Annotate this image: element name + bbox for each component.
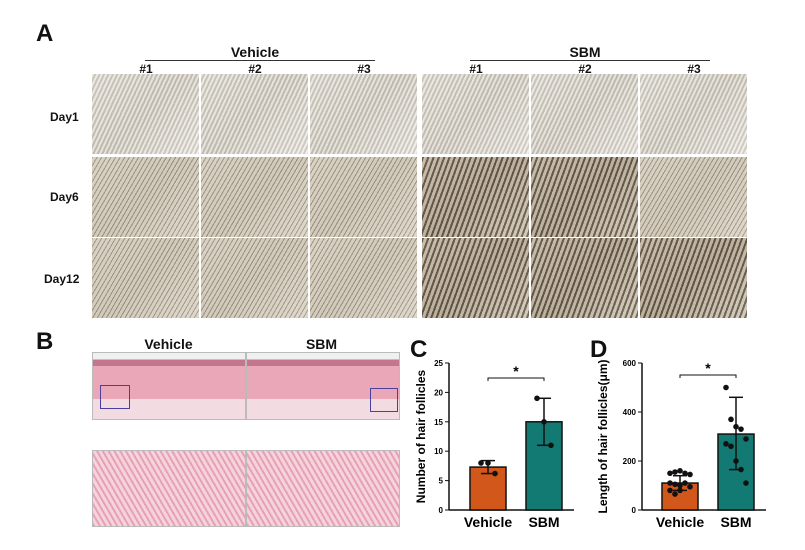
data-point xyxy=(743,480,749,486)
zoom-region-box xyxy=(370,388,398,412)
x-tick-label: Vehicle xyxy=(464,514,512,530)
data-point xyxy=(723,441,729,447)
row-label-day1: Day1 xyxy=(50,110,79,124)
group-header-sbm: SBM xyxy=(569,44,601,60)
skin-photo-sbm-1-day12 xyxy=(422,238,529,318)
data-point xyxy=(728,443,734,450)
column-header: #3 xyxy=(357,62,371,76)
histology-image-vehicle-zoom xyxy=(92,450,246,527)
data-point xyxy=(667,470,673,477)
row-label-day12: Day12 xyxy=(44,272,80,286)
skin-photo-vehicle-2-day6 xyxy=(201,157,308,237)
data-point xyxy=(738,466,744,473)
data-point xyxy=(478,460,484,466)
data-point xyxy=(687,483,693,490)
skin-photo-sbm-2-day12 xyxy=(531,238,638,318)
y-tick-label: 20 xyxy=(434,388,443,397)
skin-photo-sbm-1-day1 xyxy=(422,74,529,154)
column-header: #1 xyxy=(139,62,153,76)
data-point xyxy=(682,480,688,486)
skin-photo-sbm-1-day6 xyxy=(422,157,529,237)
data-point xyxy=(738,426,744,432)
zoom-region-box xyxy=(100,385,130,409)
data-point xyxy=(743,436,749,442)
skin-photo-vehicle-1-day6 xyxy=(92,157,199,237)
significance-bracket xyxy=(679,374,737,378)
skin-photo-sbm-3-day12 xyxy=(640,238,747,318)
data-point xyxy=(687,471,693,478)
x-tick-label: Vehicle xyxy=(656,514,704,530)
row-label-day6: Day6 xyxy=(50,190,79,204)
divider xyxy=(470,60,710,61)
column-header: #3 xyxy=(687,62,701,76)
panel-b-label: B xyxy=(36,328,54,355)
skin-photo-vehicle-2-day1 xyxy=(201,74,308,154)
y-tick-label: 0 xyxy=(439,506,444,515)
data-point xyxy=(534,395,540,402)
panel-c-label: C xyxy=(410,336,428,363)
skin-photo-sbm-3-day6 xyxy=(640,157,747,237)
data-point xyxy=(677,468,683,474)
skin-photo-vehicle-3-day1 xyxy=(310,74,417,154)
y-tick-label: 15 xyxy=(434,418,443,427)
divider xyxy=(145,60,375,61)
y-tick-label: 5 xyxy=(439,477,444,486)
column-header: #2 xyxy=(248,62,262,76)
y-axis-label: Length of hair follicles(μm) xyxy=(596,359,610,513)
data-point xyxy=(733,423,739,430)
histology-header-vehicle: Vehicle xyxy=(144,336,193,352)
data-point xyxy=(728,416,734,423)
data-point xyxy=(677,487,683,494)
significance-bracket xyxy=(487,377,545,381)
y-tick-label: 0 xyxy=(632,506,637,515)
histology-image-sbm-zoom xyxy=(246,450,400,527)
data-point xyxy=(672,491,678,497)
y-tick-label: 10 xyxy=(434,447,443,456)
data-point xyxy=(682,470,688,477)
skin-photo-sbm-2-day6 xyxy=(531,157,638,237)
x-tick-label: SBM xyxy=(528,514,559,530)
data-point xyxy=(485,460,491,466)
histology-header-sbm: SBM xyxy=(305,336,338,352)
group-header-vehicle: Vehicle xyxy=(230,44,280,60)
significance-marker: * xyxy=(705,360,711,376)
data-point xyxy=(492,470,498,477)
column-header: #2 xyxy=(578,62,592,76)
significance-marker: * xyxy=(513,363,519,379)
column-header: #1 xyxy=(469,62,483,76)
skin-photo-vehicle-2-day12 xyxy=(201,238,308,318)
skin-photo-vehicle-3-day12 xyxy=(310,238,417,318)
data-point xyxy=(723,384,729,391)
histology-image-sbm-overview xyxy=(246,352,400,420)
y-tick-label: 200 xyxy=(623,457,637,466)
data-point xyxy=(667,480,673,486)
y-tick-label: 400 xyxy=(623,408,637,417)
data-point xyxy=(677,482,683,489)
y-tick-label: 600 xyxy=(623,359,637,368)
skin-photo-vehicle-1-day12 xyxy=(92,238,199,318)
skin-photo-vehicle-3-day6 xyxy=(310,157,417,237)
panel-a-label: A xyxy=(36,20,54,47)
data-point xyxy=(541,419,547,425)
data-point xyxy=(672,481,678,488)
data-point xyxy=(548,442,554,449)
data-point xyxy=(733,458,739,464)
y-tick-label: 25 xyxy=(434,359,443,368)
skin-photo-vehicle-1-day1 xyxy=(92,74,199,154)
data-point xyxy=(667,487,673,494)
skin-photo-sbm-2-day1 xyxy=(531,74,638,154)
x-tick-label: SBM xyxy=(720,514,751,530)
data-point xyxy=(672,469,678,475)
y-axis-label: Number of hair follicles xyxy=(414,369,428,503)
panel-d-label: D xyxy=(590,336,608,363)
skin-photo-sbm-3-day1 xyxy=(640,74,747,154)
